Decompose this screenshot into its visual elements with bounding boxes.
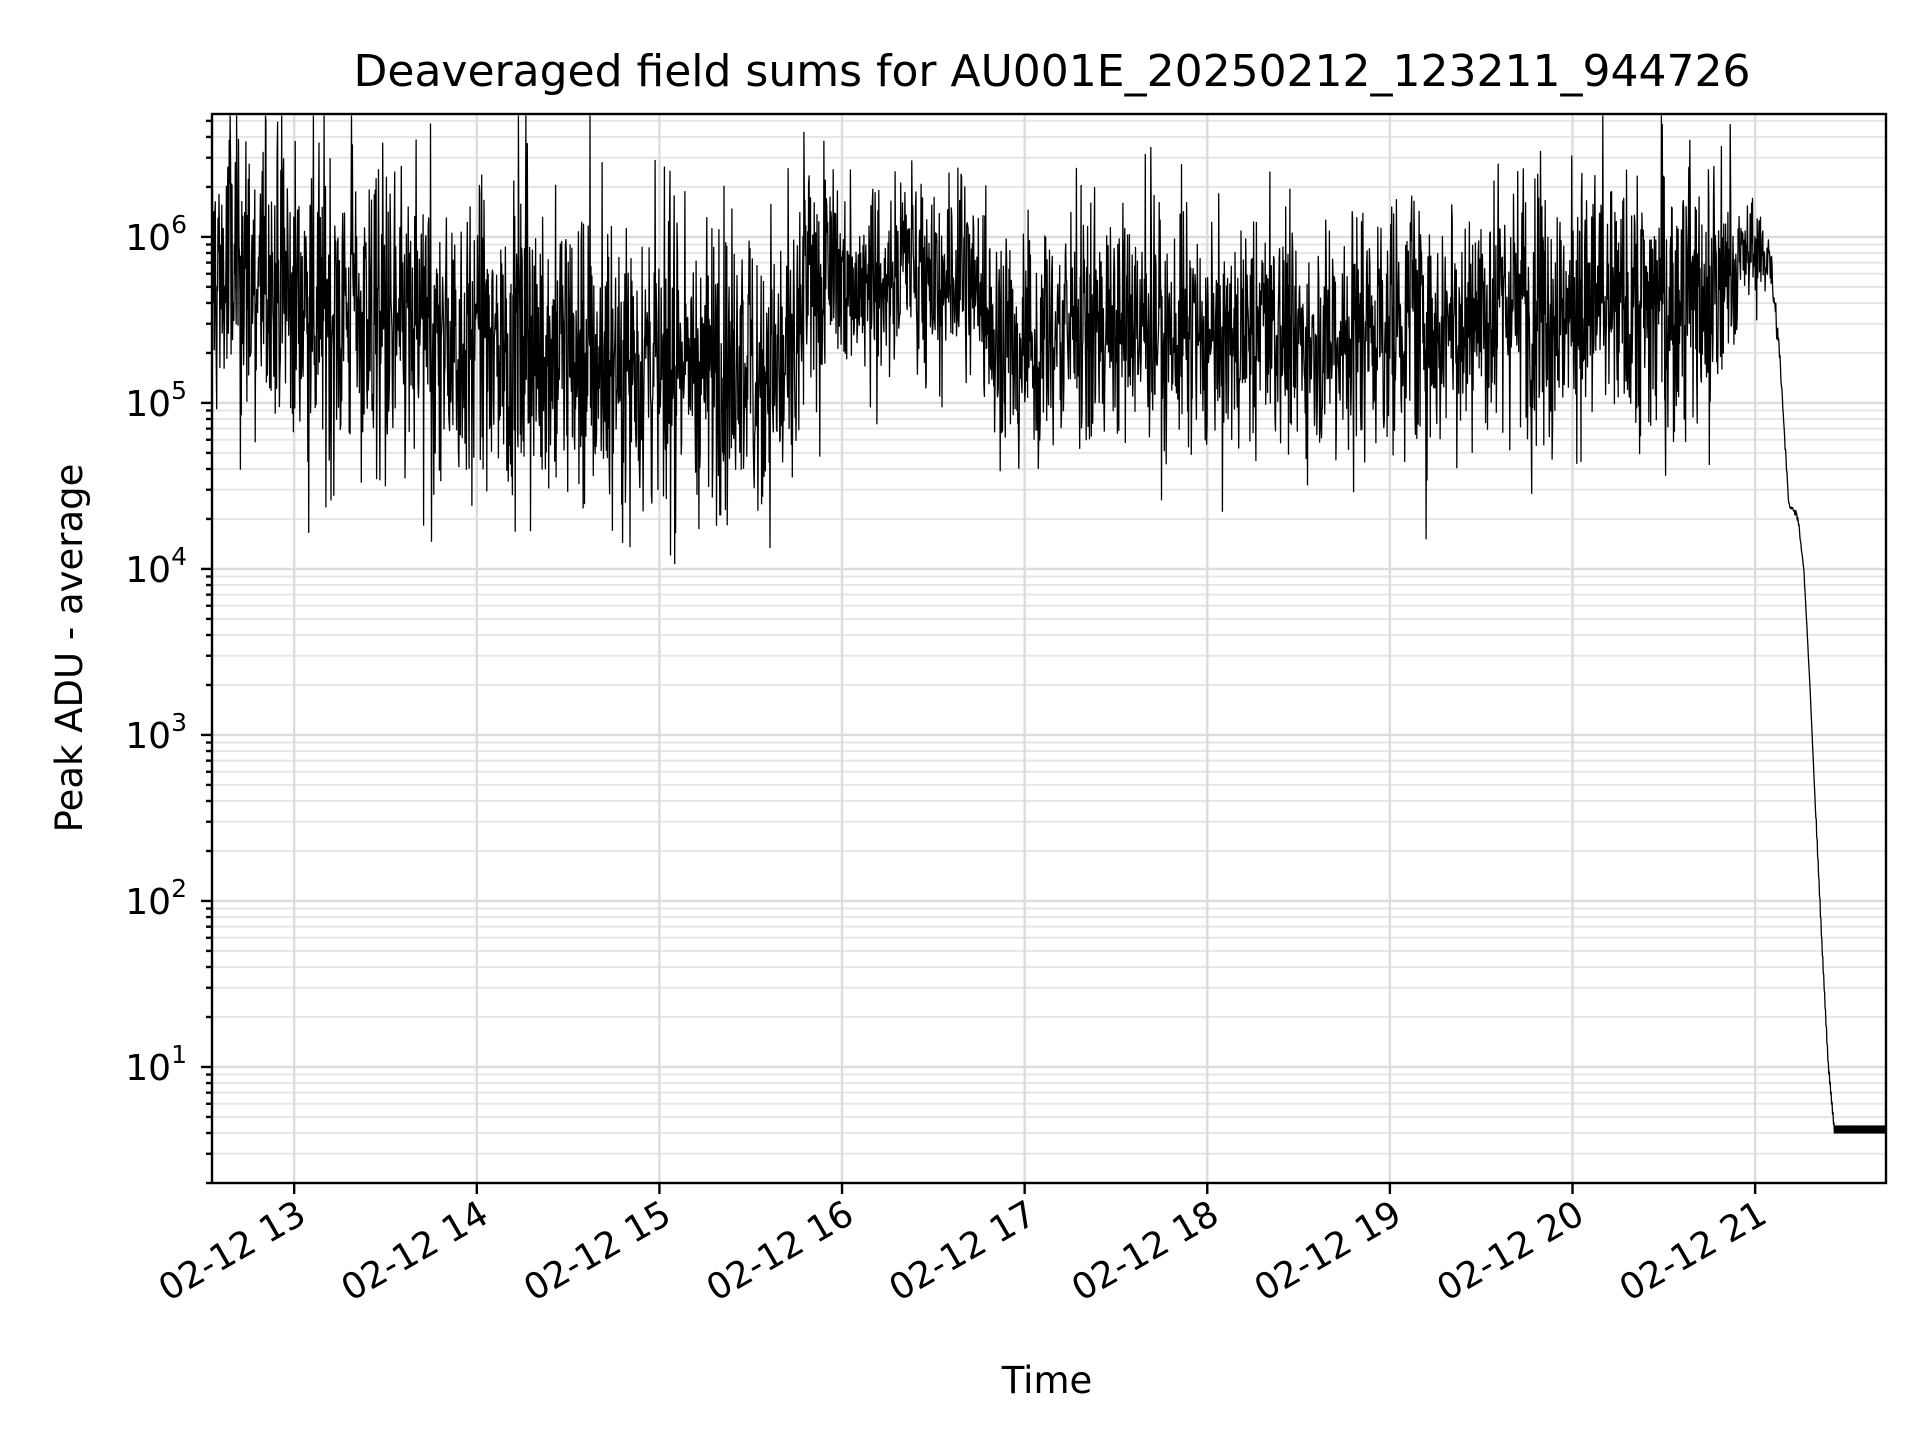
series-line — [211, 115, 1887, 1134]
plot-frame — [210, 112, 1888, 1185]
x-axis-label: Time — [1001, 1359, 1093, 1402]
chart-title: Deaveraged field sums for AU001E_2025021… — [354, 46, 1751, 97]
y-tick-label: 106 — [125, 210, 187, 259]
series-layer — [211, 115, 1887, 1134]
y-tick-label: 104 — [125, 542, 187, 591]
y-axis-label: Peak ADU - average — [48, 464, 91, 833]
y-tick-label: 101 — [125, 1040, 187, 1089]
y-tick-label: 103 — [125, 708, 187, 757]
y-axis: 101 102 103 104 105 106 — [125, 119, 212, 1185]
y-tick-label: 105 — [125, 376, 187, 425]
y-tick-label: 102 — [125, 874, 187, 923]
